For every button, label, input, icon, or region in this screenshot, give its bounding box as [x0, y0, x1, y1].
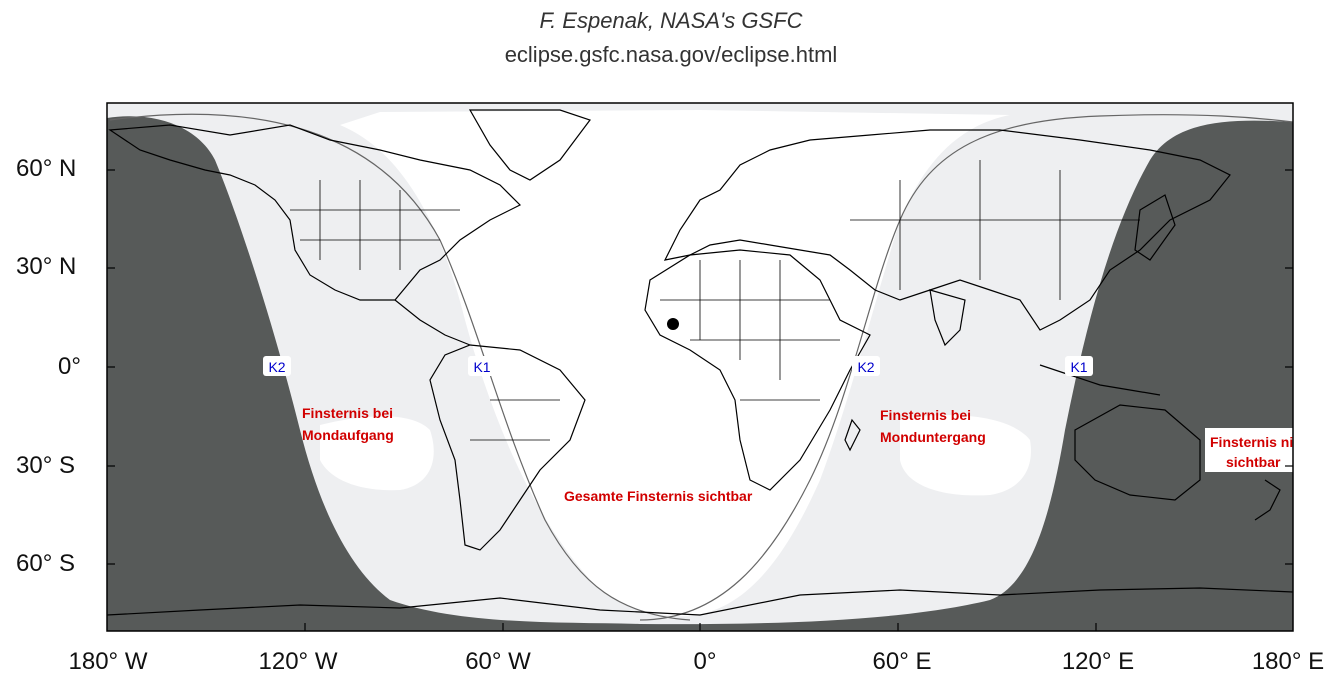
eurasia: [663, 129, 1231, 331]
credit-url: eclipse.gsfc.nasa.gov/eclipse.html: [504, 42, 838, 67]
country-borders: [290, 160, 1140, 441]
lat-label-30s: 30° S: [16, 452, 75, 479]
moonset-label-line1: Finsternis bei: [880, 407, 971, 423]
india: [929, 289, 966, 347]
lon-label-0: 0°: [693, 648, 717, 675]
k1-west-label: K1: [473, 359, 490, 375]
moonrise-label-line1: Finsternis bei: [302, 405, 393, 421]
moonset-label: Finsternis bei Monduntergang: [880, 407, 986, 445]
lon-label-120e: 120° E: [1061, 648, 1135, 675]
not-visible-label-line1: Finsternis nicht: [1210, 434, 1315, 450]
lat-label-60n: 60° N: [16, 155, 77, 182]
not-visible-label-line2: sichtbar: [1226, 454, 1281, 470]
moonrise-label: Finsternis bei Mondaufgang: [302, 405, 397, 443]
k1-west-curve: [109, 113, 691, 621]
lon-label-180w: 180° W: [68, 648, 148, 675]
antarctica-coast: [107, 587, 1293, 616]
not-visible-label-backdrop: [1205, 428, 1293, 472]
moonrise-label-backdrop: [320, 416, 434, 491]
total-visibility-label-line1: Gesamte Finsternis sichtbar: [564, 488, 753, 504]
lon-label-60w: 60° W: [465, 648, 531, 675]
lon-label-120w: 120° W: [258, 648, 338, 675]
lat-label-30n: 30° N: [16, 253, 77, 280]
axis-ticks: [107, 169, 1293, 631]
lon-label-180e: 180° E: [1251, 648, 1325, 675]
k2-east-curve: [639, 114, 1293, 621]
not-visible-label: Finsternis nicht sichtbar: [1210, 434, 1318, 470]
south-america: [429, 344, 586, 551]
new-zealand: [1254, 479, 1281, 521]
moonrise-label-line2: Mondaufgang: [302, 427, 394, 443]
coastlines: [107, 109, 1293, 616]
credit-author: F. Espenak, NASA's GSFC: [539, 8, 803, 33]
indonesia: [1039, 364, 1161, 396]
lat-label-0: 0°: [58, 353, 81, 380]
madagascar: [844, 418, 861, 452]
total-visibility-zone: [340, 110, 1010, 617]
contact-tags: K2 K1 K2 K1: [263, 356, 1093, 376]
lat-label-60s: 60° S: [16, 550, 75, 577]
north-america: [108, 124, 522, 301]
moonset-label-backdrop: [900, 415, 1031, 496]
australia: [1074, 404, 1201, 501]
africa: [644, 249, 871, 491]
total-visibility-label: Gesamte Finsternis sichtbar: [564, 488, 753, 504]
k2-west-label: K2: [268, 359, 285, 375]
k2-east-label: K2: [857, 359, 874, 375]
k1-east-label: K1: [1070, 359, 1087, 375]
greatest-eclipse-point: [667, 318, 679, 330]
lon-label-60e: 60° E: [872, 648, 932, 675]
moonset-label-line2: Monduntergang: [880, 429, 986, 445]
greenland: [468, 109, 591, 181]
japan: [1134, 194, 1176, 261]
central-america: [394, 299, 471, 346]
